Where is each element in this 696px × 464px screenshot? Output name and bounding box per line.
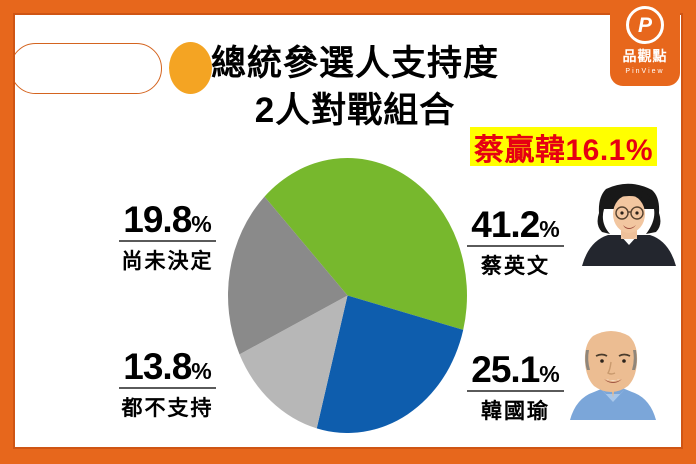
- brand-name-en: PinView: [625, 68, 665, 75]
- pie-slice-1: [316, 295, 464, 433]
- label-han: 25.1% 韓國瑜: [448, 351, 583, 425]
- pie-slice-2: [239, 295, 348, 429]
- support-neither-number: 13.8: [123, 346, 192, 387]
- decorative-ellipse: [169, 42, 212, 94]
- undecided-number: 19.8: [123, 199, 192, 240]
- percent-sign: %: [539, 361, 560, 387]
- tsai-value: 41.2%: [467, 204, 564, 247]
- tsai-photo: [582, 183, 676, 266]
- chart-title-line1: 總統參選人支持度: [210, 44, 499, 83]
- han-photo: [570, 331, 656, 420]
- decorative-capsule: [10, 43, 162, 94]
- undecided-value: 19.8%: [119, 199, 216, 242]
- support-neither-name: 都不支持: [121, 397, 214, 420]
- han-number: 25.1: [471, 349, 540, 390]
- pinview-logo: P 品觀點 PinView: [610, 0, 680, 86]
- pinview-logo-icon: P: [626, 6, 664, 44]
- label-tsai: 41.2% 蔡英文: [448, 206, 583, 280]
- pie-slice-0: [264, 158, 467, 330]
- undecided-name: 尚未決定: [121, 250, 214, 273]
- tsai-name: 蔡英文: [481, 255, 550, 278]
- headline-badge: 蔡贏韓16.1%: [470, 127, 657, 167]
- percent-sign: %: [191, 211, 212, 237]
- pie-slice-3: [228, 196, 348, 355]
- label-support-neither: 13.8% 都不支持: [95, 348, 240, 422]
- percent-sign: %: [539, 216, 560, 242]
- brand-name-cn: 品觀點: [622, 48, 668, 64]
- support-neither-value: 13.8%: [119, 346, 216, 389]
- logo-monogram: P: [637, 13, 652, 37]
- pie-chart: [228, 158, 467, 433]
- tsai-number: 41.2: [471, 204, 540, 245]
- percent-sign: %: [191, 358, 212, 384]
- label-undecided: 19.8% 尚未決定: [95, 201, 240, 275]
- han-value: 25.1%: [467, 349, 564, 392]
- chart-title: 總統參選人支持度 2人對戰組合: [160, 40, 550, 134]
- chart-title-line2: 2人對戰組合: [254, 91, 456, 130]
- han-name: 韓國瑜: [481, 400, 550, 423]
